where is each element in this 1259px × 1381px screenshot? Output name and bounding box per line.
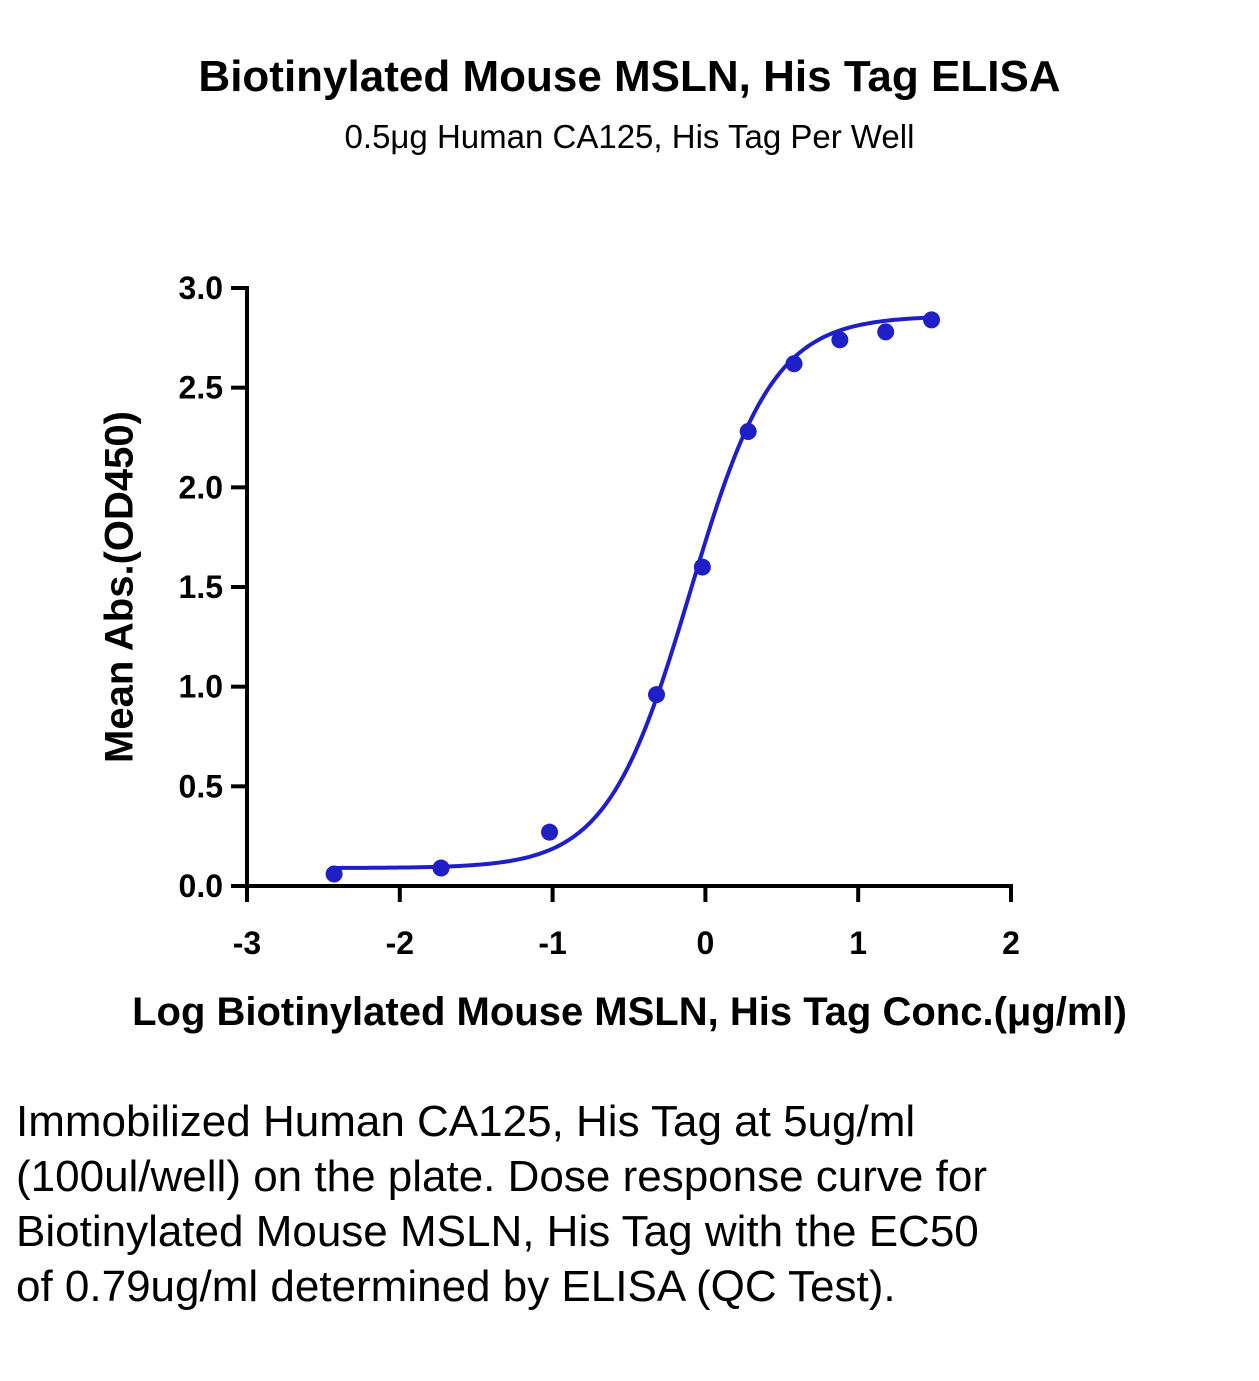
data-point	[432, 859, 450, 877]
y-tick-label: 1.5	[179, 569, 223, 605]
x-tick-label: -1	[538, 925, 566, 961]
data-point	[693, 558, 711, 576]
data-points-layer	[325, 311, 941, 883]
data-point	[648, 686, 666, 704]
x-tick-label: 2	[1002, 925, 1020, 961]
figure-caption: Immobilized Human CA125, His Tag at 5ug/…	[16, 1097, 987, 1311]
x-tick-label: -3	[233, 925, 261, 961]
fit-curve	[334, 315, 932, 870]
data-point	[831, 331, 849, 349]
axes: 0.0 0.5 1.0 1.5 2.0 2.5 3.0 -3 -2 -1 0 1 2	[179, 270, 1020, 961]
y-tick-label: 0.0	[179, 868, 223, 904]
y-tick-label: 1.0	[179, 669, 223, 705]
data-point	[877, 323, 895, 341]
x-tick-label: -2	[386, 925, 414, 961]
fit-curve-layer	[334, 315, 932, 870]
y-tick-label: 0.5	[179, 768, 223, 804]
y-tick-label: 3.0	[179, 270, 223, 306]
data-point	[785, 355, 803, 373]
chart-subtitle: 0.5μg Human CA125, His Tag Per Well	[344, 118, 915, 155]
y-tick-label: 2.5	[179, 370, 223, 406]
x-tick-label: 1	[849, 925, 867, 961]
y-tick-label: 2.0	[179, 469, 223, 505]
data-point	[923, 311, 941, 329]
data-point	[325, 865, 343, 883]
data-point	[541, 823, 559, 841]
y-axis-label: Mean Abs.(OD450)	[97, 411, 142, 763]
data-point	[739, 423, 757, 441]
x-axis-label: Log Biotinylated Mouse MSLN, His Tag Con…	[132, 990, 1127, 1034]
chart-title: Biotinylated Mouse MSLN, His Tag ELISA	[198, 52, 1061, 101]
x-tick-label: 0	[697, 925, 715, 961]
